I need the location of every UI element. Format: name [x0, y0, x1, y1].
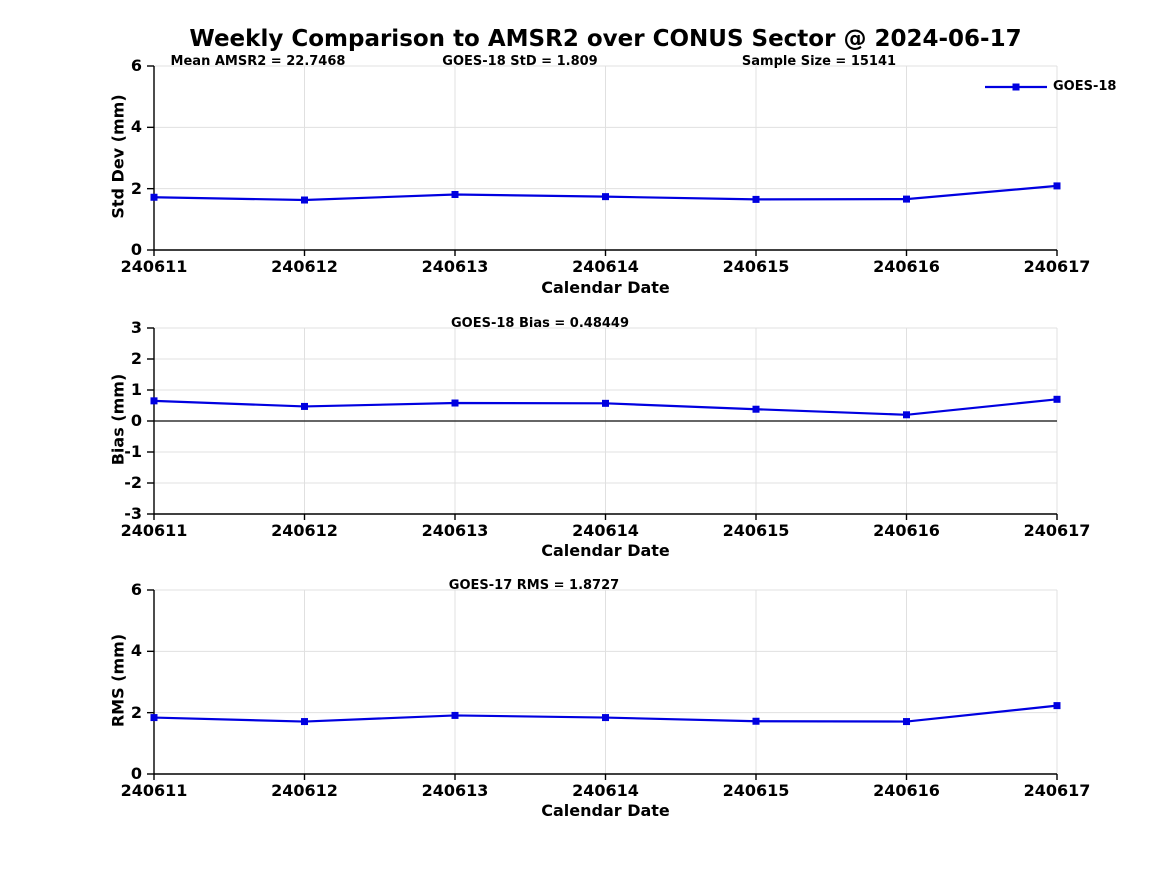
- x-axis-label-calendar-date-2: Calendar Date: [541, 541, 670, 560]
- y-axis-label-std-dev: Std Dev (mm): [108, 94, 128, 219]
- y-tick-label: 3: [130, 318, 142, 337]
- x-tick-label: 240612: [271, 257, 338, 276]
- x-tick-label: 240613: [421, 257, 489, 276]
- x-tick-label: 240611: [120, 781, 188, 800]
- x-tick-label: 240613: [421, 781, 489, 800]
- annotation-goes17-rms: GOES-17 RMS = 1.8727: [448, 578, 620, 593]
- y-tick-label: 2: [130, 178, 142, 198]
- y-tick-label: 0: [130, 764, 142, 783]
- x-tick-label: 240617: [1023, 521, 1091, 540]
- x-tick-label: 240617: [1023, 257, 1091, 276]
- x-tick-label: 240614: [572, 781, 639, 800]
- x-axis-label-calendar-date-1: Calendar Date: [541, 278, 670, 297]
- x-tick-label: 240614: [572, 521, 639, 540]
- x-tick-label: 240614: [572, 257, 639, 276]
- x-tick-label: 240612: [271, 781, 338, 800]
- y-axis-label-bias: Bias (mm): [108, 373, 128, 466]
- y-tick-label: 0: [130, 411, 142, 430]
- annotation-sample-size: Sample Size = 15141: [741, 54, 897, 69]
- x-tick-label: 240616: [873, 781, 940, 800]
- x-tick-label: 240611: [120, 257, 188, 276]
- y-tick-label: -1: [124, 442, 142, 461]
- y-tick-label: 1: [130, 380, 142, 399]
- x-tick-label: 240615: [722, 521, 790, 540]
- y-axis-label-rms: RMS (mm): [108, 633, 128, 728]
- y-tick-label: 2: [130, 702, 142, 722]
- x-tick-label: 240615: [722, 781, 790, 800]
- x-tick-label: 240613: [421, 521, 489, 540]
- figure-title: Weekly Comparison to AMSR2 over CONUS Se…: [189, 26, 1022, 52]
- y-tick-label: -2: [124, 473, 142, 492]
- x-axis-label-calendar-date-3: Calendar Date: [541, 801, 670, 820]
- y-tick-label: -3: [124, 504, 142, 523]
- x-tick-label: 240617: [1023, 781, 1091, 800]
- annotation-mean-amsr2: Mean AMSR2 = 22.7468: [170, 54, 346, 69]
- annotation-goes18-bias: GOES-18 Bias = 0.48449: [450, 316, 630, 331]
- legend-label-goes-18: GOES-18: [1053, 79, 1117, 94]
- annotation-goes18-std: GOES-18 StD = 1.809: [442, 54, 598, 69]
- y-tick-label: 0: [130, 240, 142, 259]
- y-tick-label: 6: [130, 56, 142, 75]
- x-tick-label: 240612: [271, 521, 338, 540]
- x-tick-label: 240616: [873, 521, 940, 540]
- x-tick-label: 240616: [873, 257, 940, 276]
- y-tick-label: 2: [130, 349, 142, 368]
- y-tick-label: 4: [130, 641, 142, 661]
- y-tick-label: 4: [130, 117, 142, 137]
- y-tick-label: 6: [130, 580, 142, 599]
- x-tick-label: 240611: [120, 521, 188, 540]
- x-tick-label: 240615: [722, 257, 790, 276]
